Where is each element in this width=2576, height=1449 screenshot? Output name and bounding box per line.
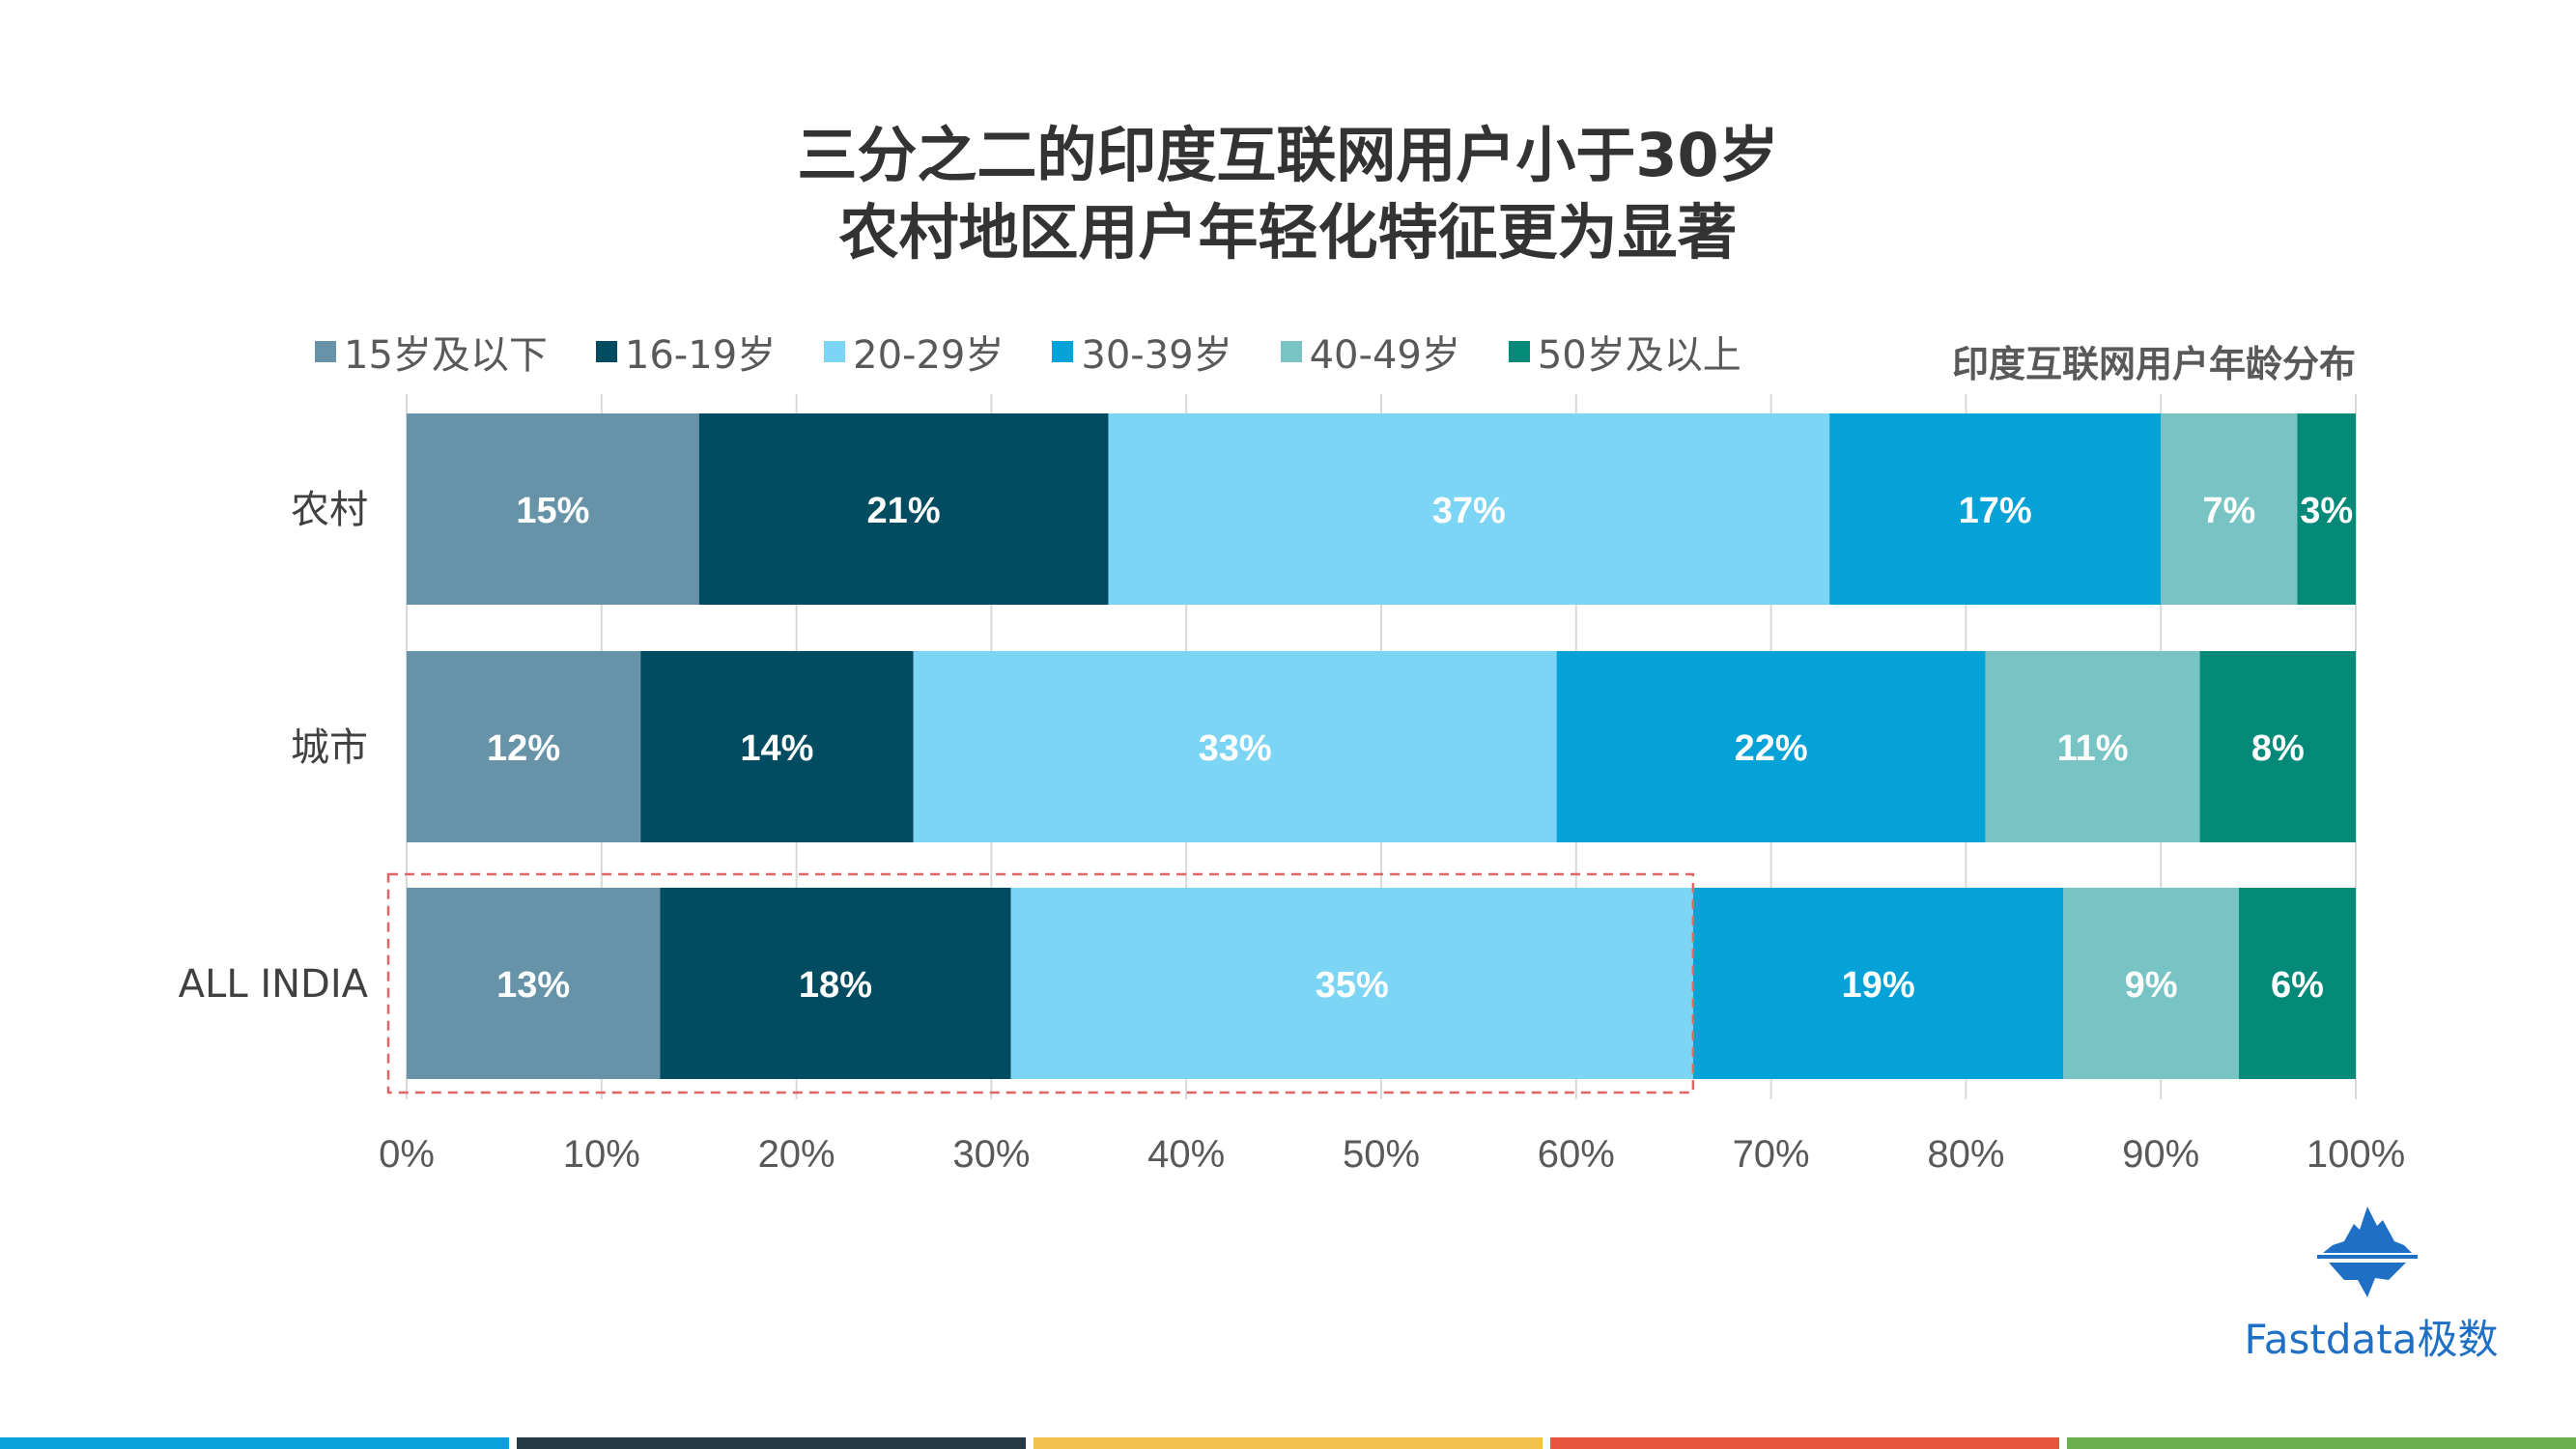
iceberg-icon xyxy=(2317,1207,2418,1297)
data-label: 17% xyxy=(1959,491,2032,531)
legend-label: 16-19岁 xyxy=(624,333,777,378)
bar-segment xyxy=(660,888,1011,1079)
bar-segment xyxy=(407,651,641,842)
highlight-box xyxy=(386,872,1695,1094)
category-label: 农村 xyxy=(291,488,368,532)
legend-label: 50岁及以上 xyxy=(1537,333,1741,378)
x-tick-label: 0% xyxy=(379,1133,435,1176)
data-label: 11% xyxy=(2057,728,2129,769)
data-label: 14% xyxy=(740,728,813,769)
bar-segment xyxy=(1692,888,2064,1079)
data-label: 15% xyxy=(516,491,589,531)
data-label: 19% xyxy=(1842,965,1915,1006)
data-label: 6% xyxy=(2271,965,2324,1006)
data-label: 7% xyxy=(2202,491,2255,531)
data-label: 9% xyxy=(2125,965,2178,1006)
bar-segment xyxy=(2199,651,2356,842)
chart-legend: 15岁及以下 16-19岁 20-29岁 30-39岁 40-49岁 50岁及以上 xyxy=(315,328,1741,378)
x-tick-label: 80% xyxy=(1927,1133,2004,1176)
data-label: 18% xyxy=(799,965,872,1006)
stacked-bar-chart: 15% 21% 37% 17% 7% 3% 12% 14% 33% 22% 11% 8% 13% 18% 3… xyxy=(179,394,2405,1176)
bar-segment xyxy=(1829,413,2162,605)
x-tick-label: 70% xyxy=(1733,1133,1810,1176)
legend-label: 15岁及以下 xyxy=(344,333,548,378)
bar-segment xyxy=(2238,888,2356,1079)
x-tick-label: 100% xyxy=(2307,1133,2405,1176)
bar-segment xyxy=(1556,651,1986,842)
x-tick-label: 20% xyxy=(758,1133,835,1176)
chart-subtitle: 印度互联网用户年龄分布 xyxy=(1951,343,2356,385)
bar-segment xyxy=(407,888,661,1079)
category-label: ALL INDIA xyxy=(179,962,369,1007)
legend-item: 30-39岁 xyxy=(1052,324,1232,380)
data-label: 12% xyxy=(487,728,560,769)
logo-text: Fastdata极数 xyxy=(2244,1316,2499,1363)
bars xyxy=(407,413,2356,1079)
bar-segment xyxy=(2063,888,2239,1079)
chart-title-line-1: 三分之二的印度互联网用户小于30岁 xyxy=(797,120,1779,190)
legend-label: 20-29岁 xyxy=(853,333,1005,378)
x-tick-label: 10% xyxy=(563,1133,640,1176)
bar-segment xyxy=(1108,413,1830,605)
legend-item: 50岁及以上 xyxy=(1508,324,1741,380)
data-label: 21% xyxy=(867,491,941,531)
footer-segment xyxy=(517,1437,1026,1449)
legend-item: 15岁及以下 xyxy=(315,324,548,380)
bar-segment xyxy=(1985,651,2200,842)
legend-swatch xyxy=(1280,341,1302,362)
footer-color-bar xyxy=(0,1437,2576,1449)
bar-segment xyxy=(1010,888,1693,1079)
legend-label: 40-49岁 xyxy=(1309,333,1460,378)
legend-swatch xyxy=(1508,341,1530,362)
bar-segment xyxy=(913,651,1557,842)
x-tick-label: 30% xyxy=(952,1133,1030,1176)
data-labels: 15% 21% 37% 17% 7% 3% 12% 14% 33% 22% 11% 8% 13% 18% 3… xyxy=(487,491,2353,1006)
footer-segment xyxy=(0,1437,509,1449)
data-label: 8% xyxy=(2251,728,2305,769)
data-label: 35% xyxy=(1316,965,1389,1006)
brand-logo: Fastdata极数 xyxy=(2226,1203,2516,1367)
legend-swatch xyxy=(824,341,846,362)
bar-segment xyxy=(698,413,1109,605)
chart-title-line-2: 农村地区用户年轻化特征更为显著 xyxy=(838,197,1738,268)
legend-swatch xyxy=(1052,341,1074,362)
data-label: 22% xyxy=(1735,728,1808,769)
footer-segment xyxy=(1550,1437,2059,1449)
bar-segment xyxy=(2161,413,2298,605)
legend-swatch xyxy=(595,341,617,362)
bar-segment xyxy=(2297,413,2356,605)
legend-item: 16-19岁 xyxy=(595,324,777,380)
x-tick-label: 40% xyxy=(1147,1133,1225,1176)
bar-segment xyxy=(640,651,914,842)
x-tick-label: 50% xyxy=(1343,1133,1420,1176)
legend-swatch xyxy=(315,341,336,362)
footer-segment xyxy=(1033,1437,1543,1449)
legend-label: 30-39岁 xyxy=(1081,333,1232,378)
footer-segment xyxy=(2067,1437,2576,1449)
data-label: 33% xyxy=(1199,728,1272,769)
data-label: 37% xyxy=(1432,491,1506,531)
category-label: 城市 xyxy=(291,725,368,770)
legend-item: 40-49岁 xyxy=(1280,324,1460,380)
data-label: 3% xyxy=(2300,491,2353,531)
x-tick-label: 90% xyxy=(2122,1133,2199,1176)
bar-segment xyxy=(407,413,699,605)
x-axis-ticks: 0% 10% 20% 30% 40% 50% 60% 70% 80% 90% 100% xyxy=(379,1133,2405,1176)
x-tick-label: 60% xyxy=(1538,1133,1615,1176)
data-label: 13% xyxy=(496,965,570,1006)
legend-item: 20-29岁 xyxy=(824,324,1004,380)
